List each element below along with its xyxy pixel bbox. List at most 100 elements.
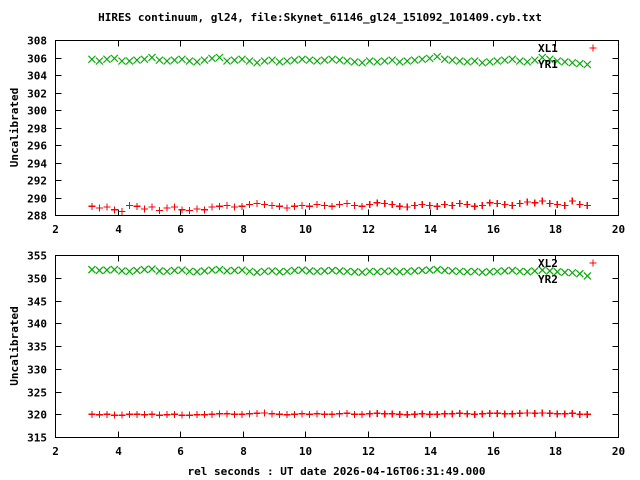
data-point-marker xyxy=(478,268,487,277)
data-point-marker xyxy=(140,265,149,274)
data-point-marker xyxy=(170,266,179,275)
y-axis-label: Uncalibrated xyxy=(8,306,21,385)
y-tick-label: 290 xyxy=(27,193,47,206)
data-point-marker xyxy=(87,55,96,64)
data-point-marker xyxy=(260,57,269,65)
x-tick-label: 2 xyxy=(52,223,59,236)
data-point-marker xyxy=(313,267,322,276)
data-point-marker xyxy=(380,267,389,276)
data-point-marker xyxy=(163,267,171,276)
y-tick-label: 308 xyxy=(27,35,47,48)
data-point-marker xyxy=(170,56,179,65)
x-tick-label: 4 xyxy=(115,445,122,458)
x-tick-label: 10 xyxy=(299,223,312,236)
y-tick-label: 292 xyxy=(27,175,47,188)
data-point-marker xyxy=(515,267,524,276)
y-axis-label: Uncalibrated xyxy=(8,88,21,167)
data-point-marker xyxy=(223,267,231,275)
data-point-marker xyxy=(215,53,224,62)
data-point-marker xyxy=(185,267,194,276)
data-point-marker xyxy=(245,57,254,65)
data-point-marker xyxy=(260,267,269,276)
data-point-marker xyxy=(553,57,562,65)
data-point-marker xyxy=(230,266,239,275)
data-point-marker xyxy=(320,56,329,65)
data-point-marker xyxy=(125,57,134,65)
data-point-marker xyxy=(313,57,322,65)
series-XL1 xyxy=(88,197,591,215)
data-point-marker xyxy=(493,267,502,276)
data-point-marker xyxy=(253,268,261,277)
data-point-marker xyxy=(425,266,434,274)
data-point-marker xyxy=(530,267,539,275)
data-point-marker xyxy=(268,267,276,275)
data-point-marker xyxy=(553,267,562,276)
data-point-marker xyxy=(343,57,352,65)
series-YR1 xyxy=(87,52,592,69)
data-point-marker xyxy=(433,52,442,61)
data-point-marker xyxy=(575,269,584,278)
data-point-marker xyxy=(470,267,479,276)
data-point-marker xyxy=(148,265,156,274)
data-point-marker xyxy=(268,56,276,65)
data-point-marker xyxy=(500,267,509,275)
data-point-marker xyxy=(388,56,397,65)
data-point-marker xyxy=(365,267,374,276)
data-point-marker xyxy=(185,57,194,65)
data-point-marker xyxy=(538,266,547,274)
data-point-marker xyxy=(133,56,141,65)
data-point-marker xyxy=(125,267,134,276)
data-point-marker xyxy=(485,57,494,66)
panel-top: 288 290 292 294 296 298 300 302 304 306 308 2 4 6 8 10 1… xyxy=(8,35,625,237)
data-point-marker xyxy=(290,266,299,275)
x-tick-label: 4 xyxy=(115,223,122,236)
y-tick-label: 294 xyxy=(27,158,47,171)
data-point-marker xyxy=(358,58,367,67)
x-tick-label: 6 xyxy=(177,445,184,458)
data-point-marker xyxy=(560,57,569,66)
x-tick-label: 18 xyxy=(549,445,562,458)
data-point-marker xyxy=(418,266,427,275)
data-point-marker xyxy=(470,57,479,65)
data-point-marker xyxy=(238,266,246,274)
data-point-marker xyxy=(320,267,329,275)
data-point-marker xyxy=(275,57,284,66)
y-tick-label: 355 xyxy=(27,250,47,263)
data-point-marker xyxy=(523,267,532,276)
plot-frame xyxy=(55,255,619,438)
data-point-marker xyxy=(403,57,412,65)
data-point-marker xyxy=(148,53,156,62)
data-point-marker xyxy=(305,56,314,65)
data-point-marker xyxy=(283,267,292,276)
data-point-marker xyxy=(568,268,577,277)
data-point-marker xyxy=(410,56,419,65)
data-point-marker xyxy=(253,58,261,67)
data-point-marker xyxy=(583,60,592,69)
data-point-marker xyxy=(403,267,412,276)
x-tick-label: 16 xyxy=(487,223,501,236)
data-point-marker xyxy=(448,267,457,275)
data-point-marker xyxy=(455,57,464,65)
page-title: HIRES continuum, gl24, file:Skynet_61146… xyxy=(98,11,542,24)
data-point-marker xyxy=(298,55,307,64)
data-point-marker xyxy=(508,266,517,275)
data-point-marker xyxy=(373,267,382,276)
plot-frame xyxy=(55,40,619,216)
x-tick-label: 6 xyxy=(177,223,184,236)
data-point-marker xyxy=(538,53,547,62)
x-tick-label: 12 xyxy=(362,223,375,236)
legend-label-yr1: YR1 xyxy=(538,58,558,71)
data-point-marker xyxy=(545,267,554,275)
y-tick-label: 335 xyxy=(27,341,47,354)
data-point-marker xyxy=(530,56,539,65)
y-tick-label: 306 xyxy=(27,53,47,66)
panel-bottom: 315 320 325 330 335 340 345 350 355 2 4 6 8 10 12 14 16 1… xyxy=(8,250,625,459)
data-point-marker xyxy=(102,266,111,274)
data-point-marker xyxy=(485,267,494,276)
data-point-marker xyxy=(463,57,472,66)
data-point-marker xyxy=(328,55,337,64)
data-point-marker xyxy=(515,57,524,65)
data-point-marker xyxy=(373,57,382,66)
y-tick-label: 330 xyxy=(27,364,47,377)
x-tick-label: 20 xyxy=(612,223,625,236)
